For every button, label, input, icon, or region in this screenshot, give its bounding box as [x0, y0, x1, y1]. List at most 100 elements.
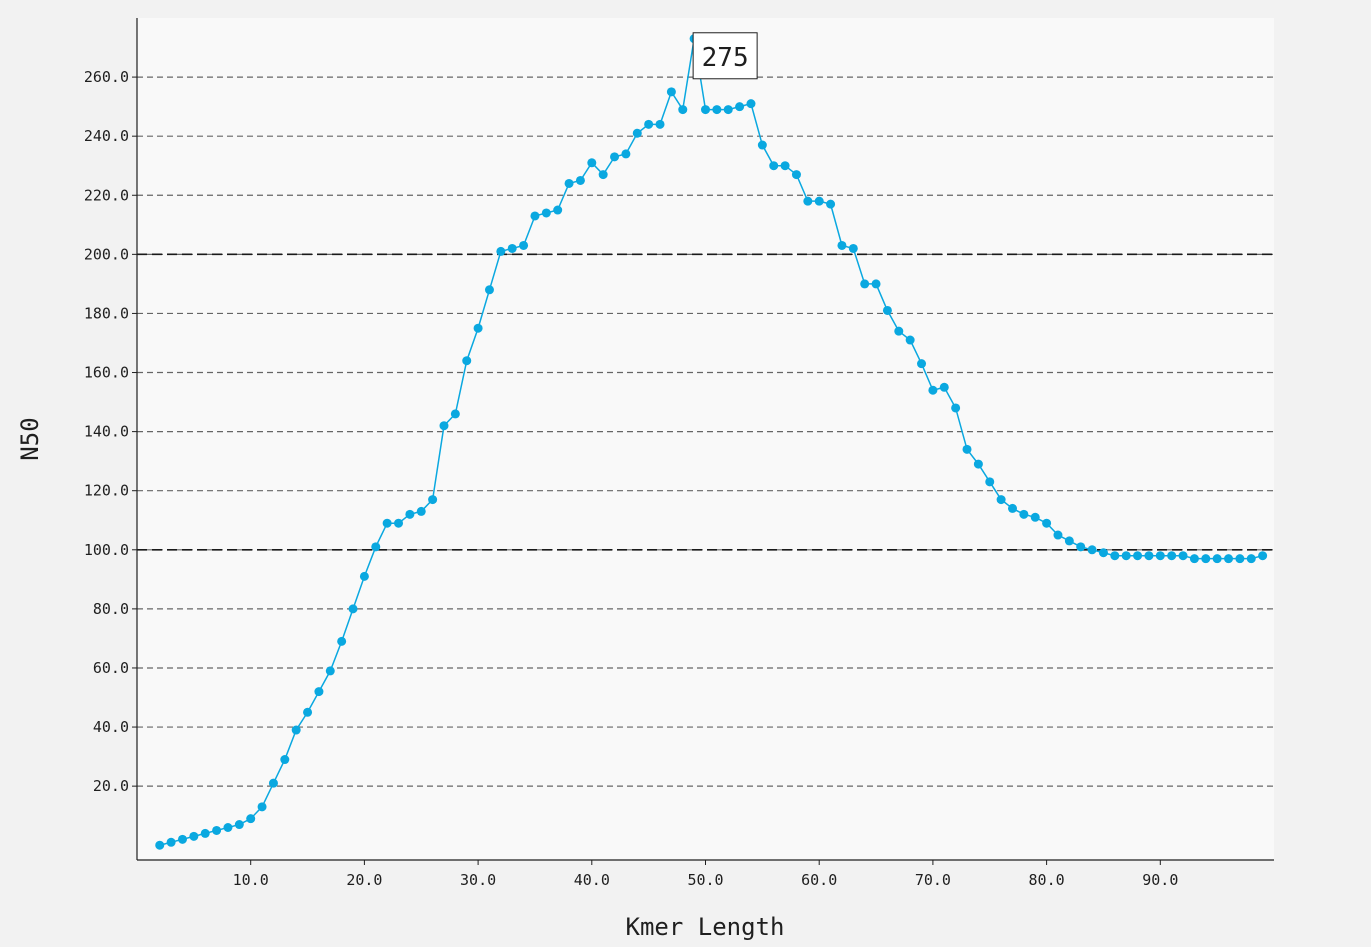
y-tick-label: 40.0 [93, 718, 129, 736]
y-axis-title: N50 [16, 417, 44, 460]
data-point [246, 814, 256, 824]
y-tick-labels: 20.0 40.0 60.0 80.0 100.0 120.0 140.0 160.0 180.… [84, 68, 137, 795]
data-point [894, 326, 904, 336]
n50-series-points [155, 34, 1268, 850]
data-point [723, 105, 733, 115]
x-tick-label: 80.0 [1029, 871, 1065, 889]
data-point [666, 87, 676, 97]
data-point [939, 382, 949, 392]
x-tick-label: 70.0 [915, 871, 951, 889]
data-point [303, 707, 313, 717]
data-point [530, 211, 540, 221]
data-point [837, 240, 847, 250]
data-point [280, 755, 290, 765]
data-point [917, 359, 927, 369]
data-point [553, 205, 563, 215]
data-point [1053, 530, 1063, 540]
data-point [257, 802, 267, 812]
data-point [348, 604, 358, 614]
data-point [632, 128, 642, 138]
data-point [644, 119, 654, 129]
data-point [1189, 554, 1199, 564]
data-point [746, 99, 756, 109]
data-point [405, 509, 415, 519]
peak-annotation: 275 [692, 32, 758, 80]
data-point [1235, 554, 1245, 564]
data-point [212, 825, 222, 835]
data-point [1110, 551, 1120, 561]
data-point [1246, 554, 1256, 564]
data-point [1178, 551, 1188, 561]
data-point [757, 140, 767, 150]
data-point [973, 459, 983, 469]
data-point [803, 196, 813, 206]
y-tick-label: 80.0 [93, 600, 129, 618]
y-tick-label: 260.0 [84, 68, 129, 86]
data-point [450, 409, 460, 419]
x-tick-labels: 10.0 20.0 30.0 40.0 50.0 60.0 70.0 80.0 90.0 [233, 860, 1178, 889]
data-point [791, 170, 801, 180]
data-point [1076, 542, 1086, 552]
data-point [587, 158, 597, 168]
data-point [701, 105, 710, 115]
data-point [1087, 545, 1097, 555]
data-point [507, 243, 517, 253]
y-tick-label: 180.0 [84, 304, 129, 322]
x-tick-label: 90.0 [1142, 871, 1178, 889]
data-point [177, 834, 187, 844]
data-point [962, 444, 972, 454]
data-point [359, 571, 369, 581]
plot-area [137, 18, 1274, 860]
peak-annotation-label: 275 [702, 43, 749, 73]
x-axis-title: Kmer Length [626, 913, 785, 941]
data-point [1007, 503, 1017, 513]
data-point [1064, 536, 1074, 546]
data-point [564, 178, 574, 188]
data-point [928, 385, 938, 395]
y-tick-label: 160.0 [84, 364, 129, 382]
data-point [155, 840, 165, 850]
data-point [337, 636, 347, 646]
data-point [951, 403, 961, 413]
data-point [575, 175, 585, 185]
data-point [655, 119, 665, 129]
data-point [735, 102, 745, 112]
x-tick-label: 40.0 [574, 871, 610, 889]
data-point [621, 149, 631, 159]
y-tick-label: 60.0 [93, 659, 129, 677]
data-point [1167, 551, 1177, 561]
y-tick-label: 140.0 [84, 423, 129, 441]
y-tick-label: 200.0 [84, 245, 129, 263]
data-point [189, 831, 199, 841]
x-tick-label: 50.0 [687, 871, 723, 889]
data-point [428, 495, 438, 505]
data-point [541, 208, 551, 218]
data-point [496, 246, 506, 256]
data-point [1201, 554, 1211, 564]
data-point [769, 161, 779, 171]
y-tick-label: 100.0 [84, 541, 129, 559]
data-point [371, 542, 381, 552]
data-point [905, 335, 915, 345]
data-point [291, 725, 301, 735]
data-point [1212, 554, 1222, 564]
x-tick-label: 10.0 [233, 871, 269, 889]
data-point [473, 323, 483, 333]
data-point [394, 518, 404, 528]
data-point [325, 666, 335, 676]
y-tick-label: 220.0 [84, 186, 129, 204]
data-point [996, 495, 1006, 505]
data-point [439, 421, 449, 431]
x-tick-label: 20.0 [346, 871, 382, 889]
y-tick-label: 20.0 [93, 777, 129, 795]
peak-annotation-box [692, 32, 758, 80]
data-point [382, 518, 392, 528]
data-point [1133, 551, 1143, 561]
x-tick-label: 60.0 [801, 871, 837, 889]
data-point [598, 170, 608, 180]
data-point [519, 240, 529, 250]
data-point [814, 196, 824, 206]
data-point [1019, 509, 1029, 519]
data-point [848, 243, 858, 253]
